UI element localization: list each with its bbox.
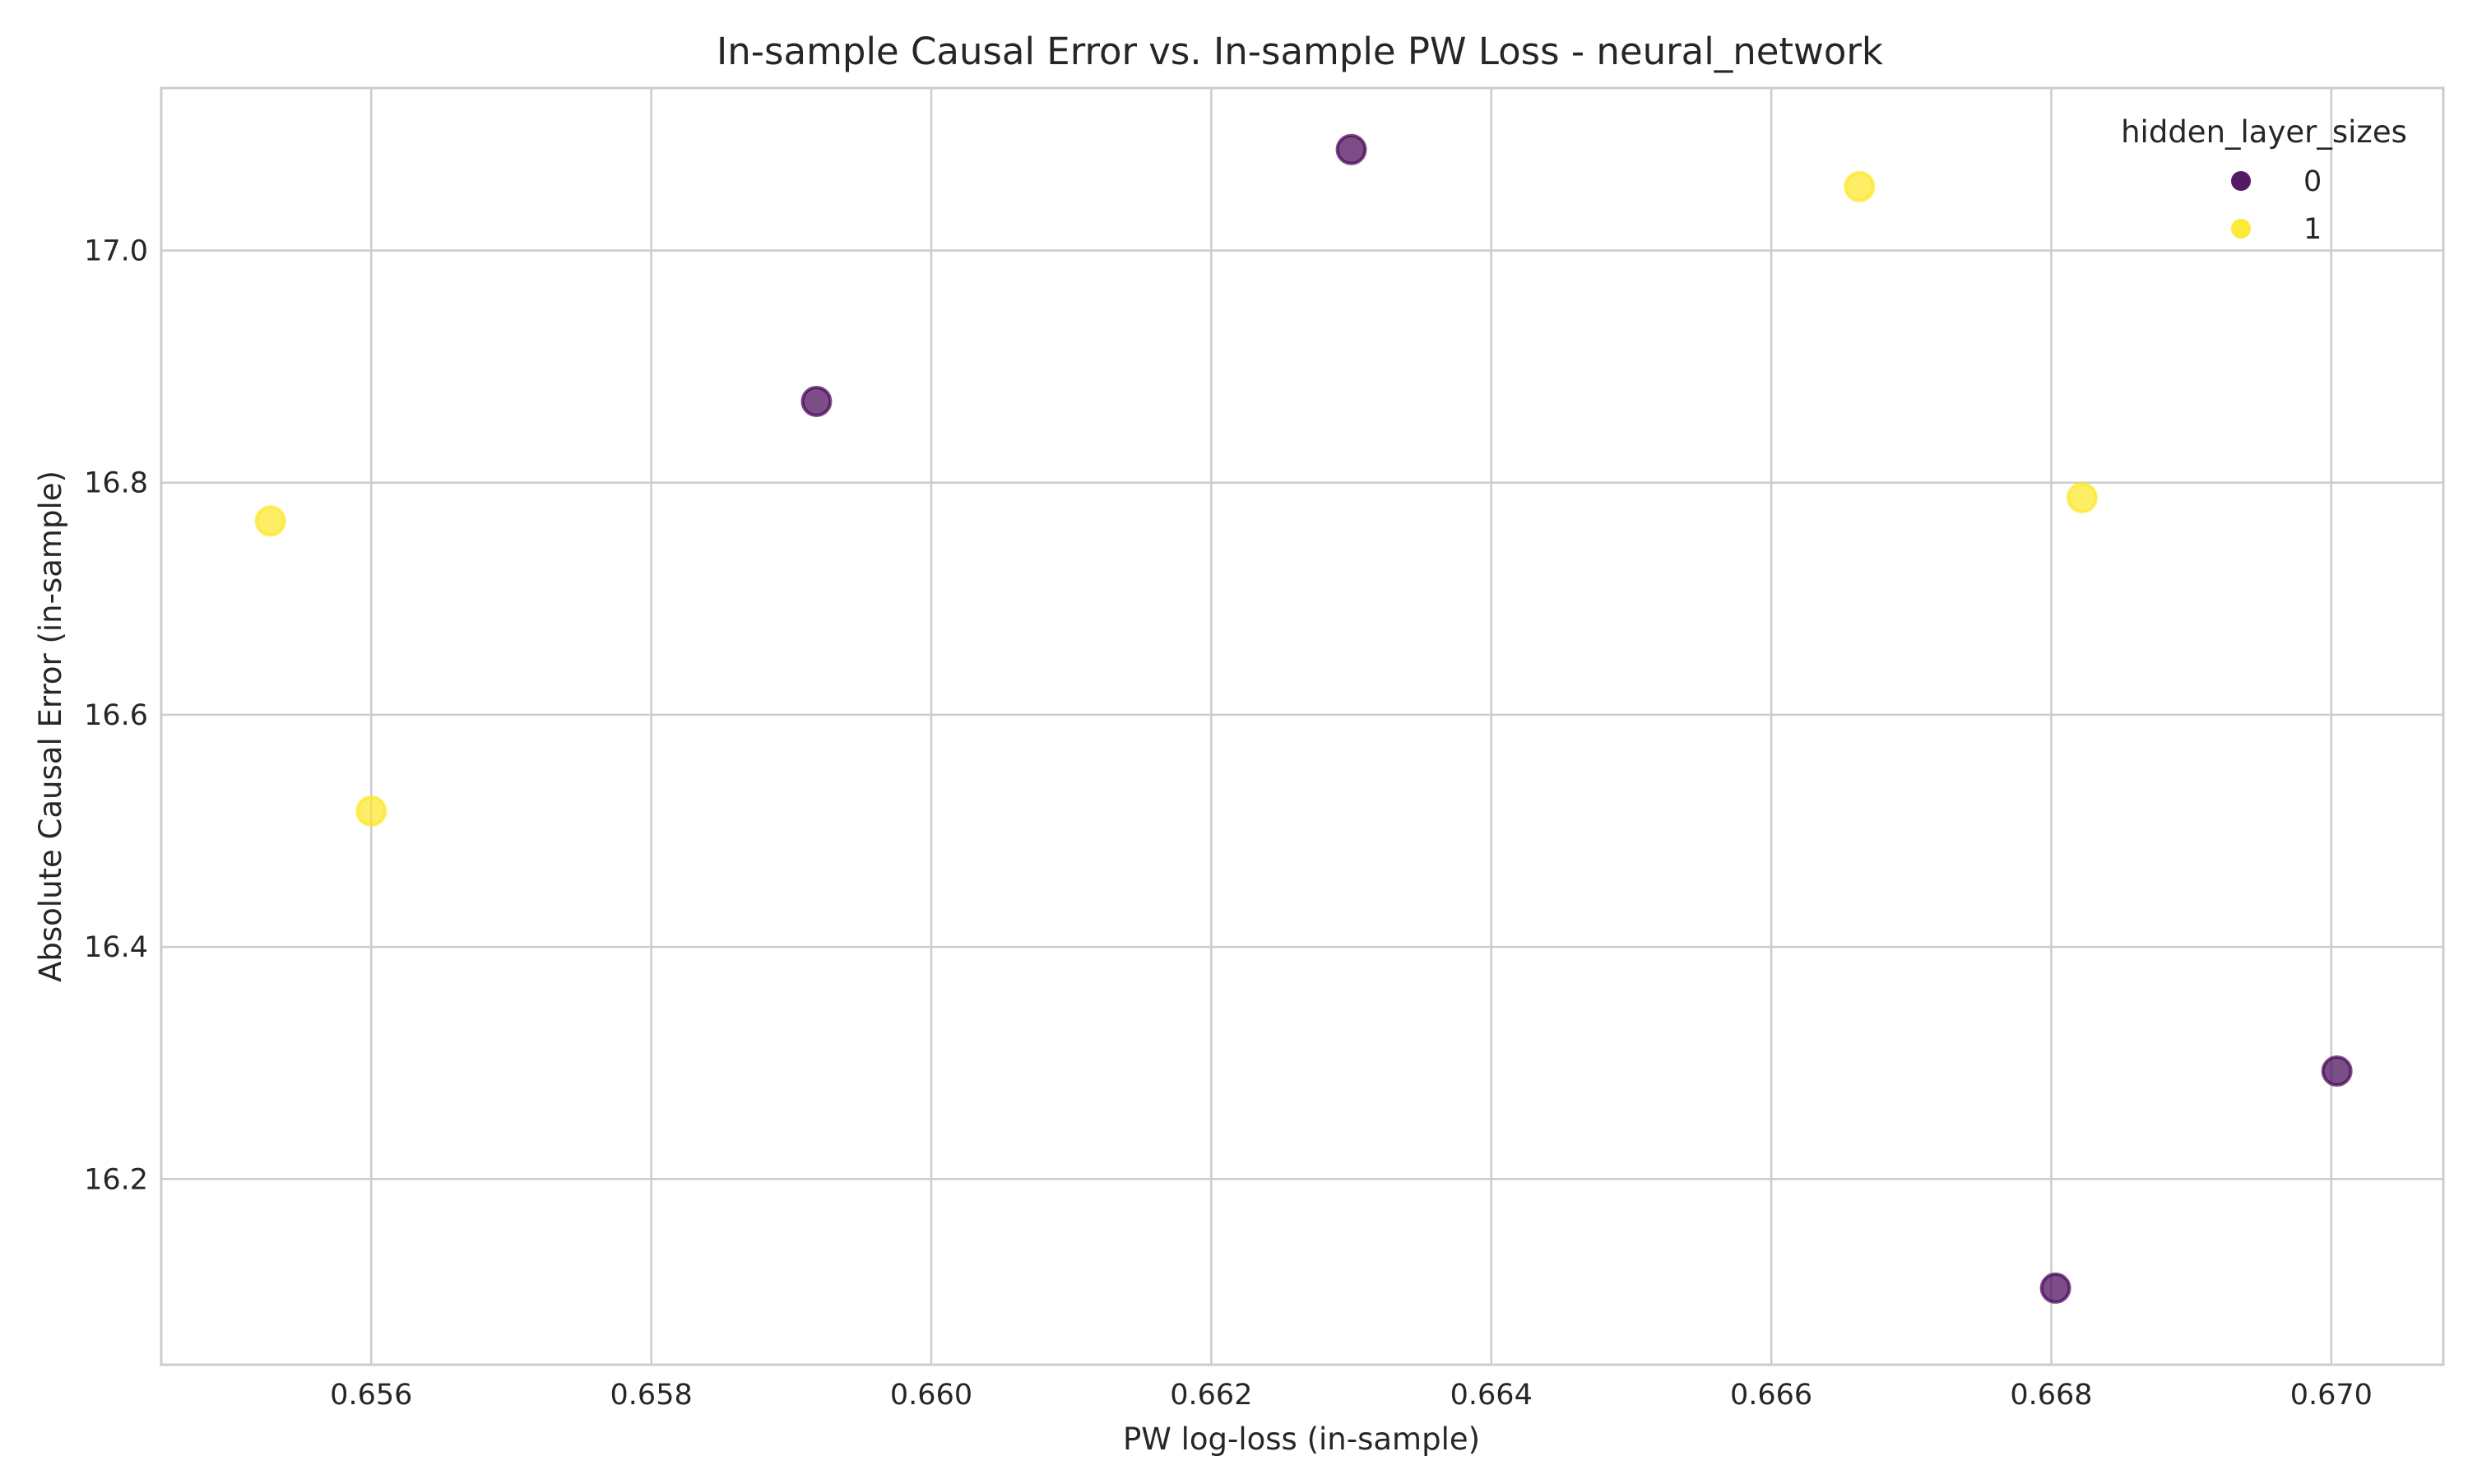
y-tick-label: 16.8	[84, 467, 148, 500]
legend-label-1: 1	[2303, 213, 2322, 246]
legend: hidden_layer_sizes 01	[2121, 114, 2407, 246]
y-tick-label: 16.4	[84, 931, 148, 964]
data-point-1	[254, 505, 286, 537]
data-point-0	[2321, 1055, 2353, 1087]
legend-entries: 01	[2231, 165, 2322, 246]
data-point-0	[800, 385, 833, 417]
legend-title: hidden_layer_sizes	[2121, 114, 2407, 150]
x-tick-labels: 0.656 0.658 0.660 0.662 0.664 0.666 0.668 0.670	[330, 1379, 2373, 1412]
y-tick-label: 16.6	[84, 699, 148, 732]
grid	[161, 88, 2443, 1365]
x-axis-label: PW log-loss (in-sample)	[1123, 1421, 1480, 1457]
data-points	[254, 133, 2353, 1304]
y-axis-label: Absolute Causal Error (in-sample)	[33, 471, 68, 982]
data-point-1	[2066, 482, 2098, 514]
y-tick-label: 16.2	[84, 1163, 148, 1196]
x-tick-label: 0.668	[2010, 1379, 2092, 1412]
x-tick-label: 0.664	[1450, 1379, 1533, 1412]
y-tick-label: 17.0	[84, 235, 148, 268]
x-tick-label: 0.660	[890, 1379, 972, 1412]
legend-label-0: 0	[2303, 165, 2322, 198]
legend-marker-0	[2231, 171, 2251, 191]
data-point-0	[2039, 1272, 2071, 1304]
data-point-0	[1335, 133, 1367, 165]
chart-title: In-sample Causal Error vs. In-sample PW …	[717, 30, 1883, 73]
x-tick-label: 0.670	[2290, 1379, 2373, 1412]
x-tick-label: 0.666	[1730, 1379, 1812, 1412]
data-point-1	[1844, 170, 1876, 202]
plot-frame	[160, 86, 2445, 1366]
x-tick-label: 0.656	[330, 1379, 412, 1412]
data-point-1	[355, 795, 387, 827]
y-tick-labels: 16.2 16.4 16.6 16.8 17.0	[84, 235, 148, 1197]
x-tick-label: 0.662	[1170, 1379, 1252, 1412]
x-tick-label: 0.658	[610, 1379, 693, 1412]
legend-marker-1	[2231, 219, 2251, 239]
